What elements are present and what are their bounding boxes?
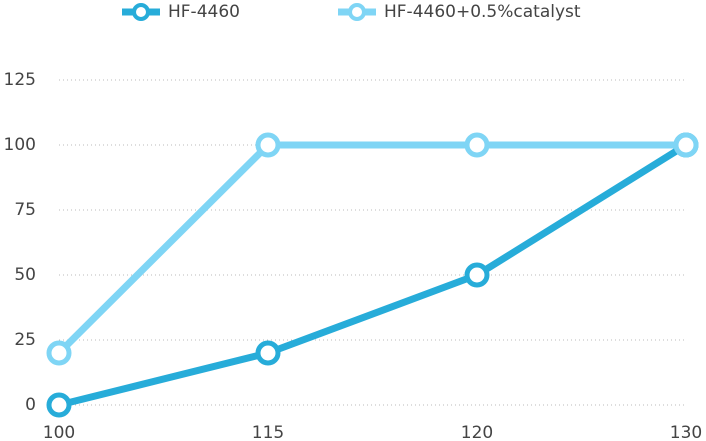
point-marker <box>46 392 72 418</box>
x-tick-label: 100 <box>43 423 75 441</box>
legend-marker <box>132 3 150 21</box>
point-marker <box>464 262 490 288</box>
x-tick-label: 120 <box>461 423 493 441</box>
point-marker <box>255 340 281 366</box>
y-tick-label: 0 <box>25 395 36 415</box>
legend-label: HF-4460 <box>168 2 240 22</box>
y-tick-label: 50 <box>14 265 36 285</box>
point-marker <box>255 132 281 158</box>
y-tick-label: 125 <box>4 70 36 90</box>
y-tick-label: 25 <box>14 330 36 350</box>
point-marker <box>673 132 699 158</box>
y-tick-label: 75 <box>14 200 36 220</box>
x-tick-label: 130 <box>670 423 702 441</box>
legend-label: HF-4460+0.5%catalyst <box>384 2 581 22</box>
legend-marker <box>348 3 366 21</box>
series-line <box>58 142 688 409</box>
point-marker <box>46 340 72 366</box>
y-tick-label: 100 <box>4 135 36 155</box>
point-marker <box>464 132 490 158</box>
x-tick-label: 115 <box>252 423 284 441</box>
series-line <box>56 141 686 356</box>
